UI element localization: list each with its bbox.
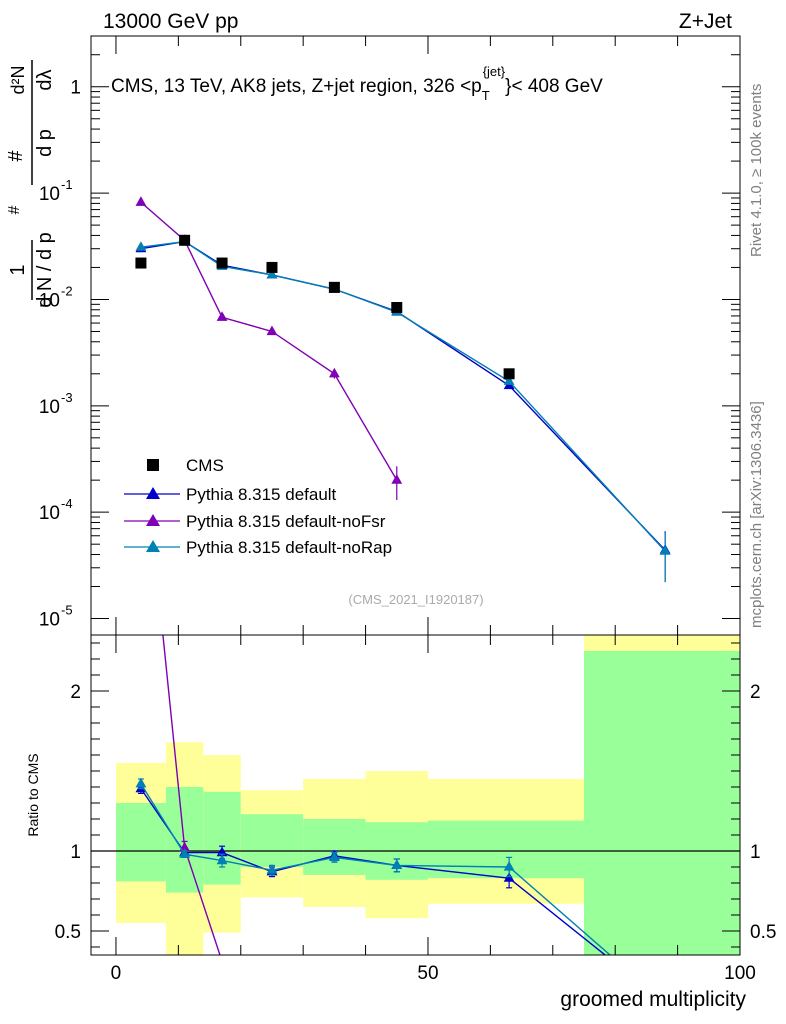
y-tick-exp--2: -2 [61, 283, 73, 298]
ratio-tick-label-left-2: 2 [70, 682, 81, 703]
ratio-point-2-6 [503, 861, 515, 871]
legend-marker-default [146, 487, 160, 499]
x-tick-label-100: 100 [724, 963, 756, 984]
band-inner-1 [165, 787, 204, 893]
data-point-5 [391, 302, 403, 314]
legend: CMS Pythia 8.315 default Pythia 8.315 de… [124, 456, 392, 557]
data-point-2 [216, 257, 228, 269]
chart-title-main: CMS, 13 TeV, AK8 jets, Z+jet region, 326… [111, 76, 482, 97]
rivet-version-label: Rivet 4.1.0, ≥ 100k events [748, 84, 765, 257]
chart-title-sub: T [482, 88, 490, 103]
data-point-4 [328, 281, 340, 293]
legend-marker-cms [147, 459, 159, 471]
main-y-axis-title: 1 d N / d p # # d p d²N dλ [5, 60, 56, 308]
y-tick-label-0: 1 [70, 78, 81, 99]
data-point-0 [135, 257, 147, 269]
series-line-1 [140, 201, 398, 481]
data-point-1 [179, 234, 191, 246]
ratio-point-2-5 [391, 859, 403, 869]
energy-label: 13000 GeV pp [103, 10, 238, 33]
band-inner-3 [240, 814, 304, 867]
series-point-2-3 [266, 268, 278, 279]
y-tick-label--2: 10 [39, 290, 60, 311]
ratio-plot-series [135, 635, 612, 955]
y-tick-exp--1: -1 [61, 177, 73, 192]
ratio-tick-label-left-1: 1 [70, 842, 81, 863]
series-point-2-7 [659, 545, 671, 555]
main-plot-series [135, 196, 671, 583]
series-point-2-0 [135, 241, 147, 251]
chart-title-tail: }< 408 GeV [505, 76, 603, 97]
x-tick-label-0: 0 [111, 963, 122, 984]
chart-title-sup: {jet} [483, 64, 506, 79]
ratio-point-2-3 [266, 864, 278, 874]
y-tick-label--4: 10 [39, 503, 60, 524]
band-inner-0 [115, 803, 166, 882]
analysis-id: (CMS_2021_I1920187) [348, 592, 483, 607]
process-label: Z+Jet [679, 10, 732, 33]
legend-marker-norap [146, 540, 160, 552]
mcplots-label: mcplots.cern.ch [arXiv:1306.3436] [748, 401, 765, 628]
series-line-2 [140, 240, 666, 552]
series-point-1-0 [135, 196, 147, 206]
y-tick-label--3: 10 [39, 397, 60, 418]
ratio-axis-title: Ratio to CMS [25, 753, 41, 836]
y-tick-label--5: 10 [39, 610, 60, 631]
series-point-1-4 [328, 367, 340, 378]
y-tick-label--1: 10 [39, 184, 60, 205]
legend-label-cms: CMS [186, 456, 224, 475]
x-axis-title: groomed multiplicity [560, 988, 746, 1011]
ylabel-part-3: # [6, 205, 23, 214]
ylabel-part-2: d N / d p [34, 232, 56, 308]
y-tick-exp--5: -5 [61, 603, 73, 618]
ratio-point-2-2 [216, 854, 228, 865]
ylabel-part-5: d p [34, 129, 56, 157]
ratio-tick-label-right-0.5: 0.5 [750, 922, 776, 943]
data-point-3 [266, 261, 278, 273]
ratio-line-1 [162, 635, 221, 955]
ratio-line-2 [140, 783, 612, 955]
chart-title: CMS, 13 TeV, AK8 jets, Z+jet region, 326… [111, 64, 603, 103]
legend-label-nofsr: Pythia 8.315 default-noFsr [186, 512, 386, 531]
series-point-1-3 [266, 325, 278, 336]
band-inner-4 [303, 819, 366, 875]
ratio-uncertainty-bands [115, 635, 740, 955]
ratio-point-2-0 [135, 777, 147, 788]
band-inner-7 [583, 651, 740, 955]
legend-label-norap: Pythia 8.315 default-noRap [186, 538, 392, 557]
ylabel-part-4: # [5, 150, 27, 162]
ratio-point-2-1 [179, 848, 191, 858]
ratio-plot-frame [90, 634, 741, 956]
series-point-1-2 [216, 311, 228, 321]
data-point-6 [503, 368, 515, 380]
band-inner-2 [203, 791, 241, 885]
ylabel-part-7: dλ [34, 69, 56, 90]
ratio-tick-label-left-0.5: 0.5 [55, 922, 81, 943]
series-point-2-6 [503, 375, 515, 385]
ratio-tick-label-right-1: 1 [750, 842, 761, 863]
ylabel-part-1: 1 [7, 264, 29, 275]
legend-marker-nofsr [146, 514, 160, 526]
ratio-tick-label-right-2: 2 [750, 682, 761, 703]
ylabel-part-6: d²N [8, 65, 28, 94]
ratio-point-2-4 [328, 851, 340, 861]
y-tick-exp--3: -3 [61, 390, 73, 405]
series-point-1-5 [391, 474, 403, 484]
y-tick-exp--4: -4 [61, 496, 73, 511]
x-tick-label-50: 50 [417, 963, 438, 984]
legend-label-default: Pythia 8.315 default [186, 485, 337, 504]
